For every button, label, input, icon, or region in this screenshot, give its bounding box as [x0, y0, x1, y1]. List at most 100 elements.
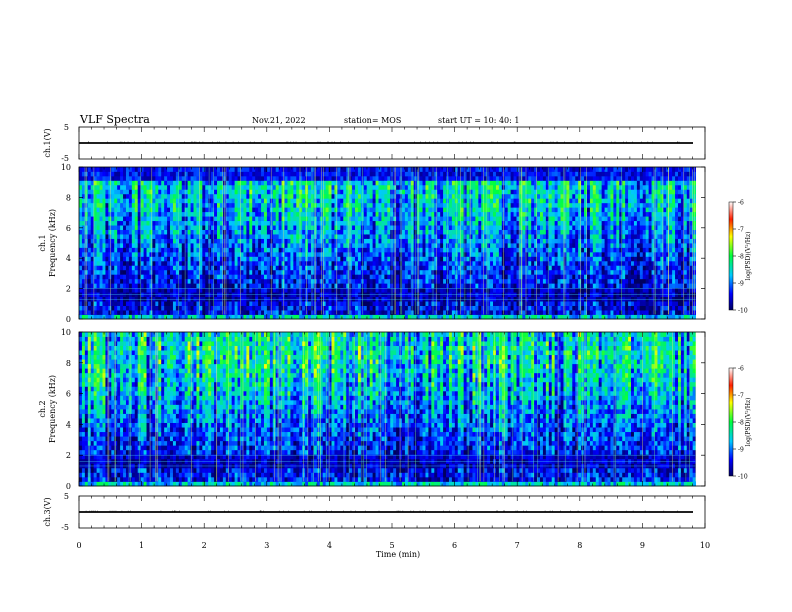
spectrogram-cell [457, 278, 462, 284]
spectrogram-cell [123, 184, 127, 190]
spectrogram-cell [340, 211, 344, 217]
spectrogram-cell [463, 167, 467, 172]
spectrogram-cell [287, 243, 291, 248]
spectrogram-cell [378, 243, 382, 248]
spectrogram-cell [272, 243, 277, 248]
spectrogram-cell [490, 198, 494, 204]
spectrogram-cell [231, 260, 236, 266]
spectrogram-cell [275, 238, 280, 244]
spectrogram-cell [410, 180, 415, 186]
spectrogram-cell [387, 234, 391, 239]
spectrogram-cell [381, 229, 385, 235]
spectrogram-cell [407, 180, 412, 186]
spectrogram-cell [460, 278, 465, 284]
spectrogram-cell [290, 278, 294, 284]
spectrogram-cell [272, 256, 277, 262]
spectrogram-cell [181, 269, 186, 275]
spectrogram-cell [184, 243, 189, 248]
spectrogram-cell [287, 167, 291, 172]
spectrogram-cell [249, 260, 253, 266]
spectrogram-cell [181, 207, 186, 213]
spectrogram-cell [214, 265, 218, 271]
spectrogram-cell [137, 211, 142, 217]
spectrogram-cell [155, 207, 159, 213]
spectrogram-cell [463, 256, 467, 262]
spectrogram-cell [175, 207, 180, 213]
spectrogram-cell [490, 247, 494, 253]
spectrogram-cell [457, 260, 462, 266]
spectrogram-cell [158, 211, 162, 217]
spectrogram-cell [363, 287, 368, 293]
spectrogram-cell [208, 180, 212, 186]
spectrogram-cell [125, 260, 130, 266]
spectrogram-cell [422, 234, 426, 239]
spectrogram-cell [281, 198, 285, 204]
spectrogram-cell [328, 256, 332, 262]
spectrogram-cell [252, 265, 256, 271]
spectrogram-cell [96, 265, 100, 271]
spectrogram-cell [96, 310, 100, 315]
spectrogram-cell [125, 184, 130, 190]
spectrogram-cell [401, 198, 406, 204]
spectrogram-cell [316, 189, 321, 195]
spectrogram-cell [293, 211, 297, 217]
spectrogram-cell [440, 283, 444, 289]
spectrogram-cell [407, 301, 412, 306]
spectrogram-cell [108, 238, 112, 244]
spectrogram-cell [246, 256, 250, 262]
spectrogram-cell [102, 287, 106, 293]
spectrogram-cell [378, 220, 382, 226]
spectrogram-cell [290, 256, 294, 262]
spectrogram-cell [240, 256, 244, 262]
spectrogram-cell [178, 220, 183, 226]
spectrogram-cell [310, 225, 315, 230]
spectrogram-cell [440, 198, 444, 204]
spectrogram-cell [152, 310, 156, 315]
spectrogram-cell [208, 216, 212, 222]
spectrogram-cell [181, 243, 186, 248]
spectrogram-cell [167, 238, 171, 244]
spectrogram-cell [310, 198, 315, 204]
spectrogram-cell [137, 234, 142, 239]
spectrogram-cell [178, 167, 183, 172]
spectrogram-cell [378, 198, 382, 204]
spectrogram-cell [484, 269, 488, 275]
spectrogram-cell [493, 202, 497, 208]
spectrogram-cell [384, 189, 388, 195]
spectrogram-cell [466, 184, 470, 190]
spectrogram-cell [328, 198, 332, 204]
spectrogram-cell [349, 243, 353, 248]
spectrogram-cell [167, 167, 171, 172]
spectrogram-cell [404, 211, 409, 217]
spectrogram-cell [357, 184, 362, 190]
spectrogram-cell [422, 305, 426, 311]
spectrogram-cell [437, 211, 441, 217]
spectrogram-cell [337, 278, 341, 284]
spectrogram-cell [296, 216, 300, 222]
spectrogram-cell [181, 184, 186, 190]
spectrogram-cell [137, 301, 142, 306]
spectrogram-cell [90, 287, 95, 293]
spectrogram-cell [451, 247, 456, 253]
spectrogram-cell [355, 274, 359, 280]
spectrogram-cell [396, 283, 400, 289]
spectrogram-cell [466, 260, 470, 266]
spectrogram-cell [451, 229, 456, 235]
spectrogram-cell [466, 287, 470, 293]
spectrogram-cell [231, 193, 236, 199]
spectrogram-cell [190, 207, 194, 213]
spectrogram-cell [387, 184, 391, 190]
spectrogram-cell [187, 247, 191, 253]
spectrogram-cell [466, 305, 470, 311]
spectrogram-cell [463, 184, 467, 190]
spectrogram-cell [349, 167, 353, 172]
spectrogram-cell [472, 193, 476, 199]
spectrogram-cell [334, 202, 338, 208]
spectrogram-cell [178, 184, 183, 190]
spectrogram-cell [178, 211, 183, 217]
spectrogram-cell [111, 301, 115, 306]
spectrogram-cell [266, 220, 271, 226]
spectrogram-cell [255, 278, 259, 284]
spectrogram-cell [225, 256, 230, 262]
spectrogram-cell [281, 216, 285, 222]
